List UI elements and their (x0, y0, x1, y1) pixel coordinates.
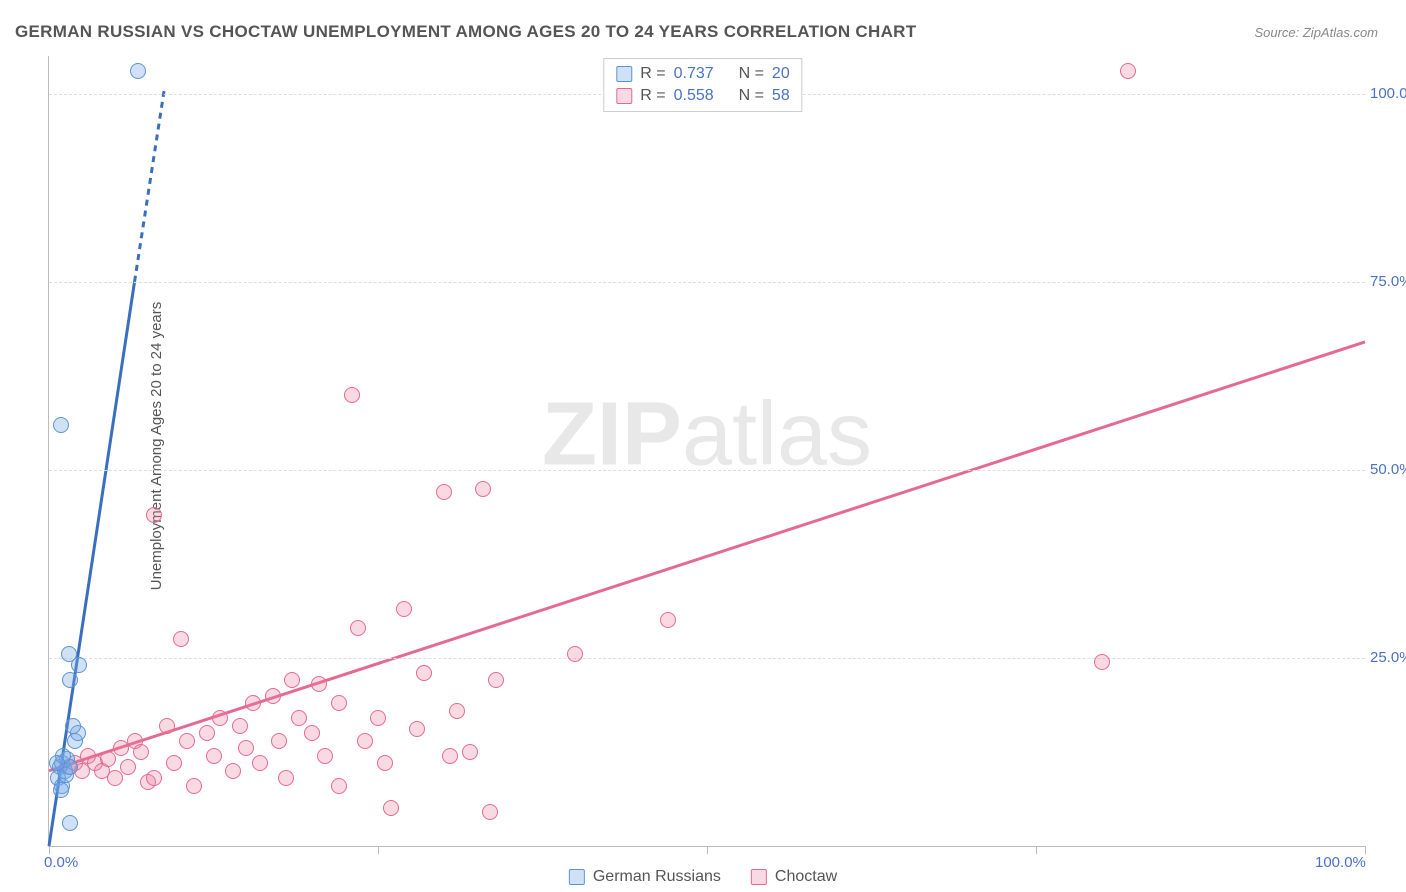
point-choctaw (660, 612, 676, 628)
stats-legend: R = 0.737 N = 20 R = 0.558 N = 58 (603, 58, 802, 112)
point-german-russians (71, 657, 87, 673)
series-legend: German Russians Choctaw (569, 868, 837, 886)
point-choctaw (284, 672, 300, 688)
swatch-choctaw (616, 88, 632, 104)
point-choctaw (304, 725, 320, 741)
gridline (49, 658, 1365, 659)
point-choctaw (232, 718, 248, 734)
legend-label-german: German Russians (593, 868, 721, 886)
point-choctaw (482, 804, 498, 820)
point-german-russians (62, 672, 78, 688)
point-german-russians (53, 417, 69, 433)
gridline (49, 282, 1365, 283)
point-choctaw (199, 725, 215, 741)
point-choctaw (331, 695, 347, 711)
point-choctaw (567, 646, 583, 662)
point-choctaw (416, 665, 432, 681)
legend-item-choctaw: Choctaw (751, 868, 837, 886)
point-german-russians (53, 782, 69, 798)
point-choctaw (206, 748, 222, 764)
x-tick (378, 846, 379, 854)
chart-title: GERMAN RUSSIAN VS CHOCTAW UNEMPLOYMENT A… (15, 22, 916, 42)
y-tick-label: 50.0% (1370, 461, 1406, 478)
point-choctaw (331, 778, 347, 794)
point-choctaw (449, 703, 465, 719)
point-choctaw (1094, 654, 1110, 670)
point-choctaw (179, 733, 195, 749)
point-choctaw (100, 751, 116, 767)
r-value-choctaw: 0.558 (674, 87, 714, 105)
point-choctaw (166, 755, 182, 771)
r-label: R = (640, 65, 665, 83)
point-choctaw (120, 759, 136, 775)
point-choctaw (317, 748, 333, 764)
x-tick (707, 846, 708, 854)
point-choctaw (133, 744, 149, 760)
point-choctaw (409, 721, 425, 737)
r-value-german: 0.737 (674, 65, 714, 83)
n-label: N = (739, 87, 764, 105)
point-choctaw (442, 748, 458, 764)
y-tick-label: 100.0% (1370, 85, 1406, 102)
point-choctaw (370, 710, 386, 726)
point-choctaw (377, 755, 393, 771)
point-choctaw (1120, 63, 1136, 79)
point-choctaw (344, 387, 360, 403)
point-choctaw (291, 710, 307, 726)
point-german-russians (130, 63, 146, 79)
x-tick (1036, 846, 1037, 854)
x-tick (1365, 846, 1366, 854)
source-label: Source: ZipAtlas.com (1254, 25, 1378, 40)
point-choctaw (475, 481, 491, 497)
plot-area: ZIPatlas 25.0%50.0%75.0%100.0%0.0%100.0% (48, 56, 1365, 847)
point-choctaw (278, 770, 294, 786)
point-choctaw (311, 676, 327, 692)
point-choctaw (107, 770, 123, 786)
point-choctaw (271, 733, 287, 749)
point-german-russians (62, 815, 78, 831)
legend-label-choctaw: Choctaw (775, 868, 837, 886)
point-choctaw (245, 695, 261, 711)
point-choctaw (488, 672, 504, 688)
stats-row-choctaw: R = 0.558 N = 58 (616, 85, 789, 107)
swatch-choctaw (751, 869, 767, 885)
n-value-choctaw: 58 (772, 87, 790, 105)
y-tick-label: 25.0% (1370, 649, 1406, 666)
point-choctaw (252, 755, 268, 771)
gridline (49, 470, 1365, 471)
r-label: R = (640, 87, 665, 105)
watermark: ZIPatlas (542, 384, 872, 487)
point-choctaw (396, 601, 412, 617)
swatch-german (569, 869, 585, 885)
point-german-russians (65, 718, 81, 734)
point-choctaw (357, 733, 373, 749)
x-tick-label-0: 0.0% (44, 854, 78, 871)
point-choctaw (225, 763, 241, 779)
n-label: N = (739, 65, 764, 83)
point-choctaw (146, 507, 162, 523)
stats-row-german: R = 0.737 N = 20 (616, 63, 789, 85)
point-choctaw (436, 484, 452, 500)
y-tick-label: 75.0% (1370, 273, 1406, 290)
x-tick-label-100: 100.0% (1315, 854, 1366, 871)
point-choctaw (146, 770, 162, 786)
swatch-german (616, 66, 632, 82)
point-choctaw (238, 740, 254, 756)
point-german-russians (49, 755, 65, 771)
n-value-german: 20 (772, 65, 790, 83)
point-choctaw (265, 688, 281, 704)
legend-item-german: German Russians (569, 868, 721, 886)
point-choctaw (159, 718, 175, 734)
x-tick (49, 846, 50, 854)
point-choctaw (186, 778, 202, 794)
point-choctaw (212, 710, 228, 726)
point-choctaw (462, 744, 478, 760)
point-choctaw (383, 800, 399, 816)
point-choctaw (350, 620, 366, 636)
point-choctaw (173, 631, 189, 647)
